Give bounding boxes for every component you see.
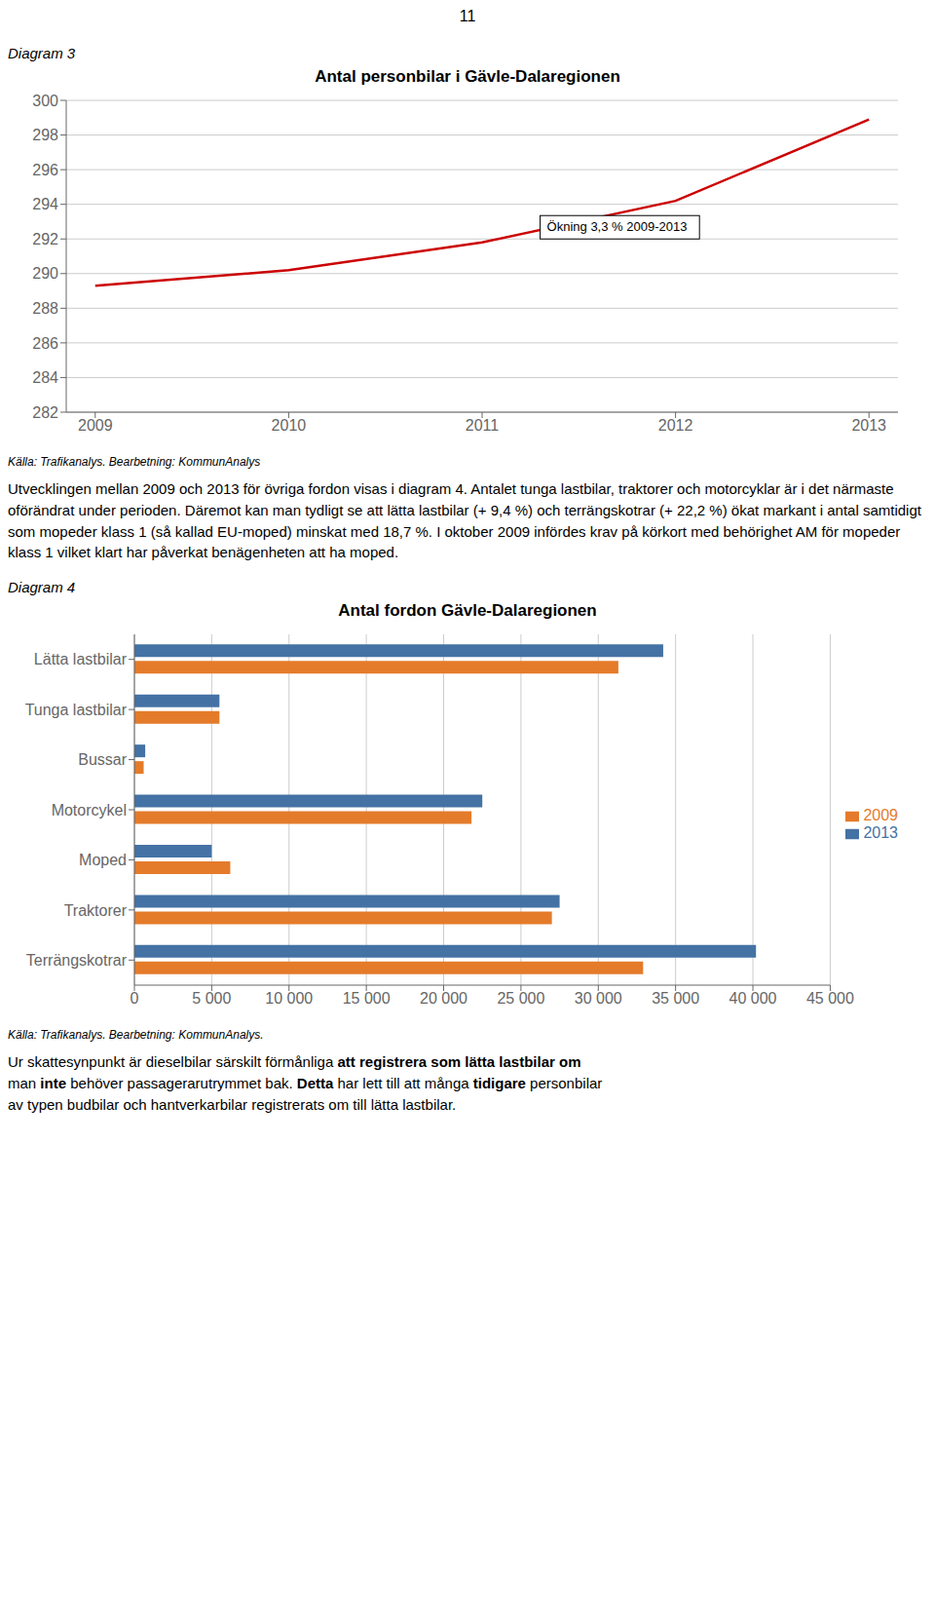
svg-text:0: 0 xyxy=(130,989,140,1007)
svg-text:10 000: 10 000 xyxy=(264,989,313,1007)
html-text:Källa: Trafikanalys. Bearbetni: Källa: Trafikanalys. Bearbetning: Kommun… xyxy=(7,454,261,469)
svg-text:288: 288 xyxy=(32,299,59,317)
svg-text:Motorcykel: Motorcykel xyxy=(51,801,127,819)
svg-text:286: 286 xyxy=(32,335,59,352)
svg-text:30 000: 30 000 xyxy=(574,989,623,1007)
html-text:Diagram 3: Diagram 3 xyxy=(7,44,76,62)
svg-text:Bussar: Bussar xyxy=(77,750,127,768)
html-text:2013: 2013 xyxy=(863,823,898,841)
svg-text:Lätta lastbilar: Lätta lastbilar xyxy=(34,650,128,668)
html-text:Diagram 4: Diagram 4 xyxy=(7,578,76,596)
html-text:Antal fordon Gävle-Dalaregione: Antal fordon Gävle-Dalaregionen xyxy=(338,600,597,620)
html-text:av typen budbilar och hantverk: av typen budbilar och hantverkarbilar re… xyxy=(7,1095,457,1112)
svg-text:2013: 2013 xyxy=(851,416,887,434)
svg-text:298: 298 xyxy=(32,126,59,144)
svg-text:5 000: 5 000 xyxy=(191,989,231,1007)
svg-text:Terrängskotrar: Terrängskotrar xyxy=(26,951,128,969)
svg-text:35 000: 35 000 xyxy=(651,989,700,1007)
html-text:2009: 2009 xyxy=(863,806,898,823)
svg-text:292: 292 xyxy=(32,230,59,248)
svg-text:2010: 2010 xyxy=(271,416,307,434)
svg-text:40 000: 40 000 xyxy=(729,989,778,1007)
html-text:man inte behöver passagerarutr: man inte behöver passagerarutrymmet bak.… xyxy=(7,1074,603,1091)
svg-text:Traktorer: Traktorer xyxy=(64,901,128,919)
svg-text:Tunga lastbilar: Tunga lastbilar xyxy=(25,701,128,718)
svg-text:2011: 2011 xyxy=(465,416,500,434)
svg-text:Ökning 3,3 % 2009-2013: Ökning 3,3 % 2009-2013 xyxy=(547,219,688,234)
svg-text:296: 296 xyxy=(32,161,59,179)
svg-text:282: 282 xyxy=(32,404,59,421)
svg-text:300: 300 xyxy=(32,92,59,110)
html-text:Antal personbilar i Gävle-Dala: Antal personbilar i Gävle-Dalaregionen xyxy=(314,67,621,86)
svg-text:Moped: Moped xyxy=(78,851,127,868)
svg-text:15 000: 15 000 xyxy=(342,989,391,1007)
html-text:Utvecklingen mellan 2009 och 2: Utvecklingen mellan 2009 och 2013 för öv… xyxy=(7,480,926,561)
svg-text:294: 294 xyxy=(32,195,59,213)
html-text:11: 11 xyxy=(459,7,476,25)
svg-text:45 000: 45 000 xyxy=(806,989,855,1007)
svg-text:284: 284 xyxy=(32,369,59,386)
svg-text:2009: 2009 xyxy=(77,416,113,434)
svg-text:2012: 2012 xyxy=(658,416,694,434)
svg-text:25 000: 25 000 xyxy=(496,989,545,1007)
svg-text:20 000: 20 000 xyxy=(419,989,468,1007)
html-text:Källa: Trafikanalys. Bearbetni: Källa: Trafikanalys. Bearbetning: Kommun… xyxy=(7,1027,264,1042)
html-text:Ur skattesynpunkt är dieselbil: Ur skattesynpunkt är dieselbilar särskil… xyxy=(7,1052,582,1070)
svg-text:290: 290 xyxy=(32,264,59,282)
